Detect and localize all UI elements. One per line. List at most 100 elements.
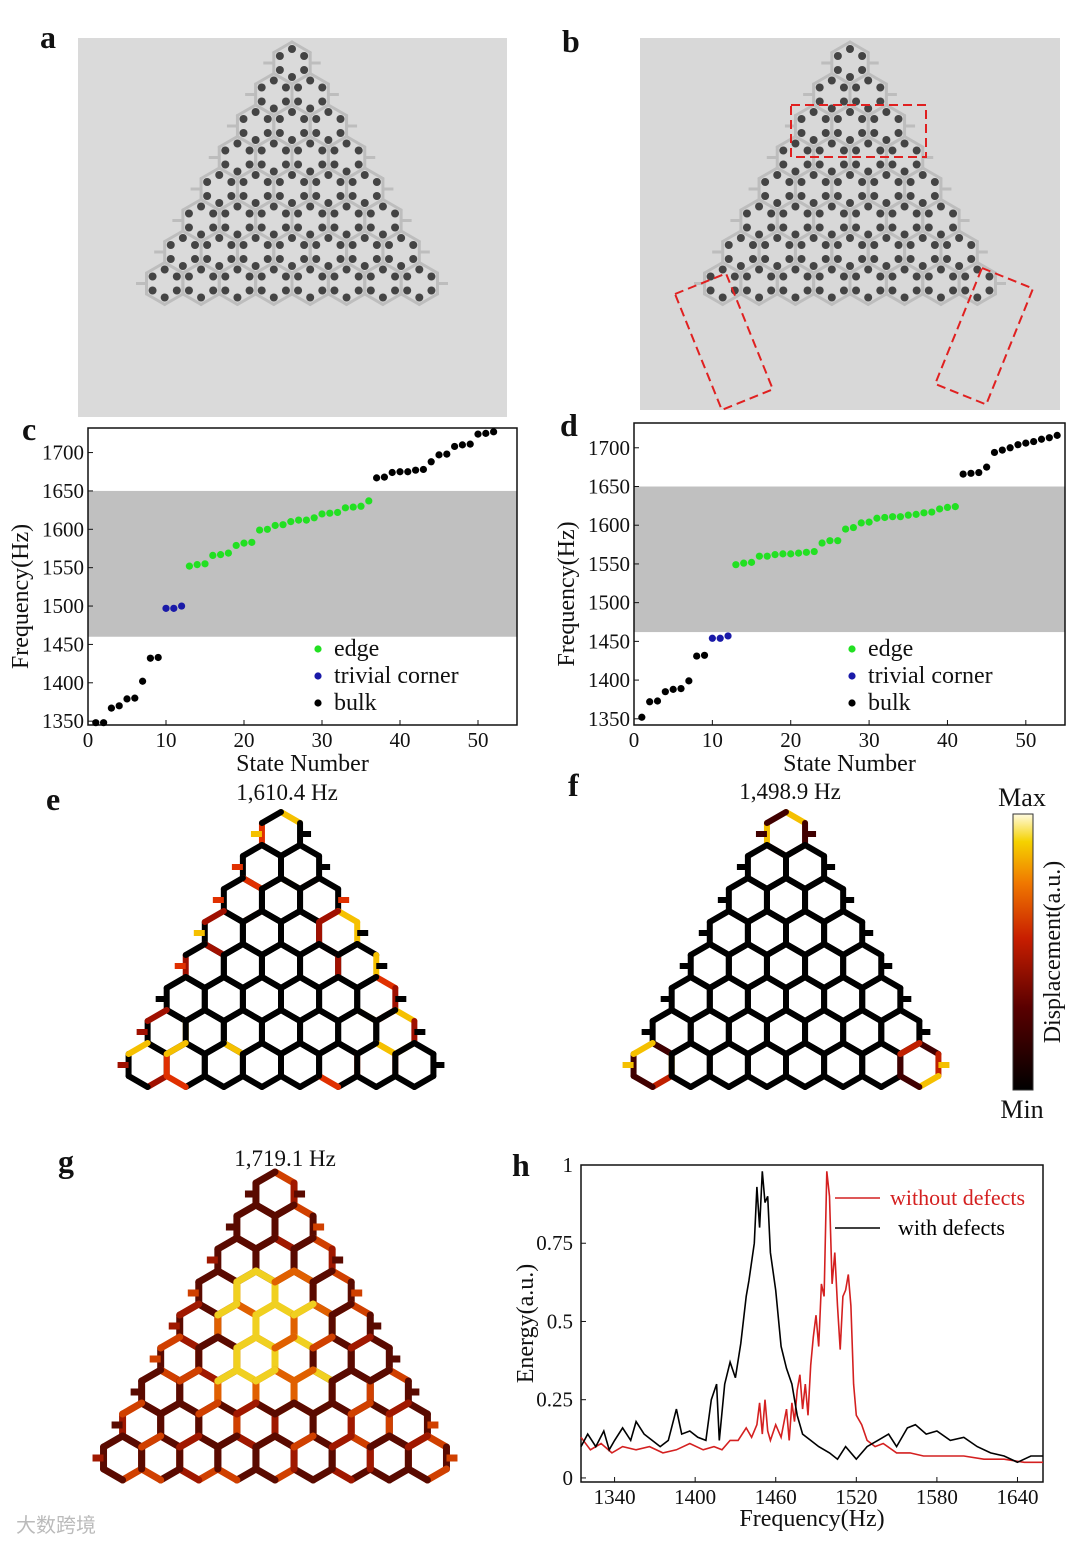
lattice-bond [214,1300,241,1319]
resonator-dot [209,272,218,281]
lattice-bond [297,875,323,892]
lattice-bond [163,229,185,243]
lattice-bond [347,1300,374,1319]
resonator-dot [876,286,885,295]
lattice-bond [335,1007,361,1024]
resonator-dot [761,192,770,200]
y-tick-label: 1400 [588,668,630,692]
data-point-edge [920,509,928,517]
lattice-bond [316,908,342,925]
lattice-bond [812,72,834,86]
lattice-bond [763,974,789,991]
legend-marker-bulk [848,699,856,707]
lattice-bond [763,809,789,826]
lattice-bond [199,292,221,306]
data-point-bulk [490,428,498,436]
x-tick-label: 1460 [755,1485,797,1509]
resonator-dot [894,255,903,263]
lattice-bond [239,974,265,991]
data-point-bulk [458,441,466,449]
data-point-bulk [388,468,396,477]
lattice-bond [385,1432,412,1451]
resonator-dot [269,167,278,176]
lattice-bond [176,1366,203,1385]
lattice-bond [233,1201,260,1220]
panel-label-a: a [40,19,56,55]
resonator-dot [888,286,897,295]
resonator-dot [348,241,357,249]
lattice-bond [687,974,713,991]
data-point-bulk [474,430,482,438]
lattice-bond [840,1040,866,1057]
lattice-bond [884,229,907,243]
data-point-edge [771,551,779,559]
legend-marker-trivial-corner [314,672,322,680]
lattice-bond [335,1040,361,1057]
data-point-edge [826,537,834,545]
lattice-bond [830,166,852,180]
lattice-bond [233,1234,260,1253]
lattice-bond [100,1465,127,1484]
lattice-bond [423,1432,450,1451]
lattice-bond [381,261,403,275]
data-point-edge [943,503,952,512]
lattice-bond [668,1040,694,1057]
lattice-bond [201,908,227,925]
resonator-dot [773,171,782,179]
lattice-bond [258,809,284,826]
y-tick-label: 0.5 [547,1309,573,1333]
resonator-dot [372,241,381,249]
resonator-dot [160,265,169,274]
lattice-bond [297,1073,323,1090]
data-point-bulk [975,468,983,477]
resonator-dot [324,136,333,144]
data-point-edge [310,514,318,522]
data-point-bulk [967,469,975,477]
lattice-bond [271,1267,298,1286]
resonator-dot [312,192,321,200]
resonator-dot [275,192,284,200]
lattice-bond [957,261,979,275]
data-point-bulk [1030,437,1038,446]
resonator-dot [888,223,897,232]
lattice-bond [138,1399,165,1418]
lattice-bond [783,1007,809,1024]
resonator-dot [269,202,278,211]
lattice-bond [214,1333,241,1352]
resonator-dot [324,234,333,242]
data-point-edge [185,562,193,570]
data-point-bulk [482,429,490,437]
series-line-with-defects [580,1171,1043,1464]
lattice-bond [897,1040,923,1057]
resonator-dot [306,265,315,274]
resonator-dot [300,241,309,249]
lattice-bond [182,941,208,958]
resonator-dot [324,171,333,179]
resonator-dot [257,209,266,218]
data-point-bulk [451,442,459,451]
resonator-dot [300,52,309,60]
lattice-bond [335,941,361,958]
lattice-bond [308,103,330,117]
lattice-bond [271,1366,298,1385]
resonator-dot [846,108,854,116]
lattice-bond [793,135,816,149]
resonator-dot [736,262,745,270]
y-tick-label: 1 [563,1153,574,1177]
lattice-bond [271,1465,298,1484]
resonator-dot [864,265,873,274]
lattice-bond [939,198,961,212]
resonator-dot [846,234,854,242]
data-point-bulk [685,677,693,685]
data-point-bulk [139,677,147,685]
lattice-bond [859,1007,885,1024]
lattice-bond [201,941,227,958]
lattice-bond [195,1267,222,1286]
resonator-dot [815,160,824,169]
resonator-dot [251,108,260,116]
legend-label-without-defects: without defects [890,1185,1025,1210]
resonator-dot [275,178,284,186]
resonator-dot [239,178,248,186]
resonator-dot [779,223,788,232]
resonator-dot [269,76,278,85]
